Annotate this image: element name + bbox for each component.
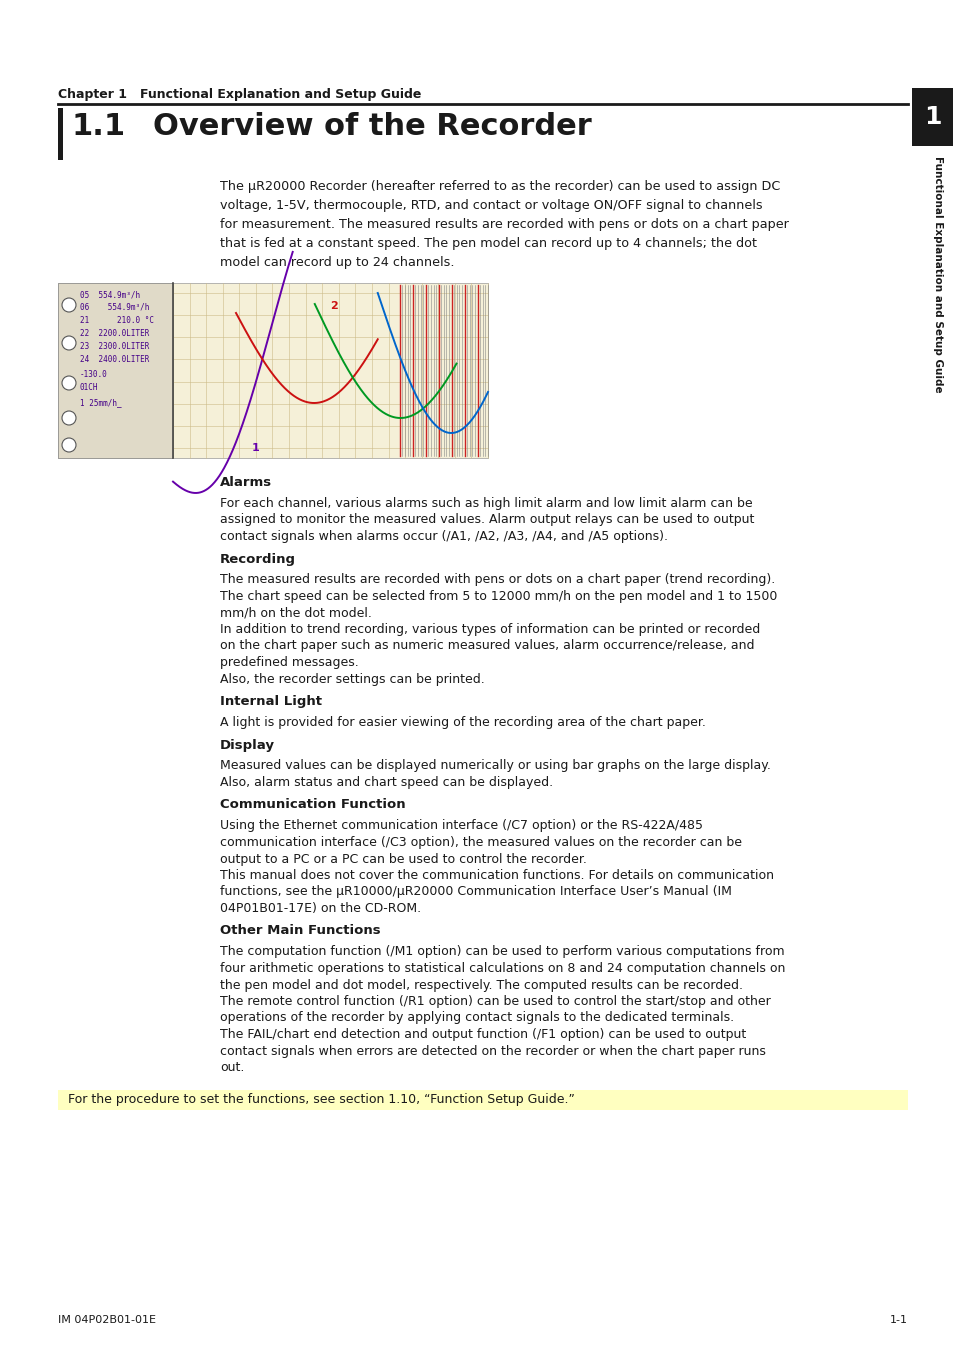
Text: on the chart paper such as numeric measured values, alarm occurrence/release, an: on the chart paper such as numeric measu… (220, 640, 754, 652)
Text: 05  554.9m³/h: 05 554.9m³/h (80, 292, 140, 300)
Text: In addition to trend recording, various types of information can be printed or r: In addition to trend recording, various … (220, 622, 760, 636)
Text: four arithmetic operations to statistical calculations on 8 and 24 computation c: four arithmetic operations to statistica… (220, 963, 784, 975)
Text: 2: 2 (330, 301, 338, 310)
Text: The measured results are recorded with pens or dots on a chart paper (trend reco: The measured results are recorded with p… (220, 574, 775, 586)
Bar (58, 284, 172, 458)
Text: 1: 1 (923, 105, 941, 130)
Text: the pen model and dot model, respectively. The computed results can be recorded.: the pen model and dot model, respectivel… (220, 979, 742, 991)
Text: Other Main Functions: Other Main Functions (220, 925, 380, 937)
Text: for measurement. The measured results are recorded with pens or dots on a chart : for measurement. The measured results ar… (220, 217, 788, 231)
Text: 24  2400.0LITER: 24 2400.0LITER (80, 355, 150, 364)
Text: For the procedure to set the functions, see section 1.10, “Function Setup Guide.: For the procedure to set the functions, … (68, 1092, 575, 1106)
Text: Functional Explanation and Setup Guide: Functional Explanation and Setup Guide (932, 157, 942, 393)
Text: 1-1: 1-1 (889, 1315, 907, 1324)
Bar (58, 284, 488, 458)
Text: Measured values can be displayed numerically or using bar graphs on the large di: Measured values can be displayed numeric… (220, 760, 770, 772)
Circle shape (62, 298, 76, 312)
Text: Alarms: Alarms (220, 477, 272, 489)
Text: functions, see the μR10000/μR20000 Communication Interface User’s Manual (IM: functions, see the μR10000/μR20000 Commu… (220, 886, 731, 899)
Text: voltage, 1-5V, thermocouple, RTD, and contact or voltage ON/OFF signal to channe: voltage, 1-5V, thermocouple, RTD, and co… (220, 198, 761, 212)
Text: -130.0: -130.0 (80, 370, 108, 379)
Text: Functional Explanation and Setup Guide: Functional Explanation and Setup Guide (140, 88, 421, 101)
Circle shape (62, 410, 76, 425)
Text: output to a PC or a PC can be used to control the recorder.: output to a PC or a PC can be used to co… (220, 852, 586, 865)
Circle shape (62, 437, 76, 452)
Text: The FAIL/chart end detection and output function (/F1 option) can be used to out: The FAIL/chart end detection and output … (220, 1027, 745, 1041)
Text: model can record up to 24 channels.: model can record up to 24 channels. (220, 256, 454, 269)
Text: Also, the recorder settings can be printed.: Also, the recorder settings can be print… (220, 672, 484, 686)
Text: contact signals when alarms occur (/A1, /A2, /A3, /A4, and /A5 options).: contact signals when alarms occur (/A1, … (220, 531, 667, 543)
Text: Also, alarm status and chart speed can be displayed.: Also, alarm status and chart speed can b… (220, 776, 553, 788)
Bar (911, 88, 953, 146)
Text: mm/h on the dot model.: mm/h on the dot model. (220, 606, 372, 620)
Text: that is fed at a constant speed. The pen model can record up to 4 channels; the : that is fed at a constant speed. The pen… (220, 238, 757, 250)
Text: contact signals when errors are detected on the recorder or when the chart paper: contact signals when errors are detected… (220, 1045, 765, 1057)
Bar (58, 108, 63, 161)
Text: Recording: Recording (220, 552, 295, 566)
Text: Overview of the Recorder: Overview of the Recorder (152, 112, 591, 140)
Text: operations of the recorder by applying contact signals to the dedicated terminal: operations of the recorder by applying c… (220, 1011, 734, 1025)
Text: 1: 1 (252, 443, 259, 454)
Text: For each channel, various alarms such as high limit alarm and low limit alarm ca: For each channel, various alarms such as… (220, 497, 752, 510)
Text: 01CH: 01CH (80, 383, 98, 392)
Text: predefined messages.: predefined messages. (220, 656, 358, 670)
Text: The remote control function (/R1 option) can be used to control the start/stop a: The remote control function (/R1 option)… (220, 995, 770, 1008)
Text: This manual does not cover the communication functions. For details on communica: This manual does not cover the communica… (220, 869, 773, 882)
Text: Communication Function: Communication Function (220, 798, 405, 811)
Bar (58, 1089, 907, 1110)
Text: 06    554.9m³/h: 06 554.9m³/h (80, 302, 150, 312)
Text: The chart speed can be selected from 5 to 12000 mm/h on the pen model and 1 to 1: The chart speed can be selected from 5 t… (220, 590, 777, 603)
Text: communication interface (/C3 option), the measured values on the recorder can be: communication interface (/C3 option), th… (220, 836, 741, 849)
Text: The computation function (/M1 option) can be used to perform various computation: The computation function (/M1 option) ca… (220, 945, 783, 958)
Text: Chapter 1: Chapter 1 (58, 88, 127, 101)
Circle shape (62, 377, 76, 390)
Text: IM 04P02B01-01E: IM 04P02B01-01E (58, 1315, 156, 1324)
Text: Internal Light: Internal Light (220, 695, 322, 707)
Text: 04P01B01-17E) on the CD-ROM.: 04P01B01-17E) on the CD-ROM. (220, 902, 420, 915)
Text: assigned to monitor the measured values. Alarm output relays can be used to outp: assigned to monitor the measured values.… (220, 513, 754, 526)
Text: The μR20000 Recorder (hereafter referred to as the recorder) can be used to assi: The μR20000 Recorder (hereafter referred… (220, 180, 780, 193)
Text: 23  2300.0LITER: 23 2300.0LITER (80, 342, 150, 351)
Circle shape (62, 336, 76, 350)
Text: 22  2200.0LITER: 22 2200.0LITER (80, 329, 150, 338)
Text: 1.1: 1.1 (71, 112, 126, 140)
Text: A light is provided for easier viewing of the recording area of the chart paper.: A light is provided for easier viewing o… (220, 716, 705, 729)
Text: 21      210.0 °C: 21 210.0 °C (80, 316, 153, 325)
Text: Using the Ethernet communication interface (/C7 option) or the RS-422A/485: Using the Ethernet communication interfa… (220, 819, 702, 833)
Text: 1 25mm/h_: 1 25mm/h_ (80, 398, 121, 406)
Text: out.: out. (220, 1061, 244, 1075)
Text: Display: Display (220, 738, 274, 752)
